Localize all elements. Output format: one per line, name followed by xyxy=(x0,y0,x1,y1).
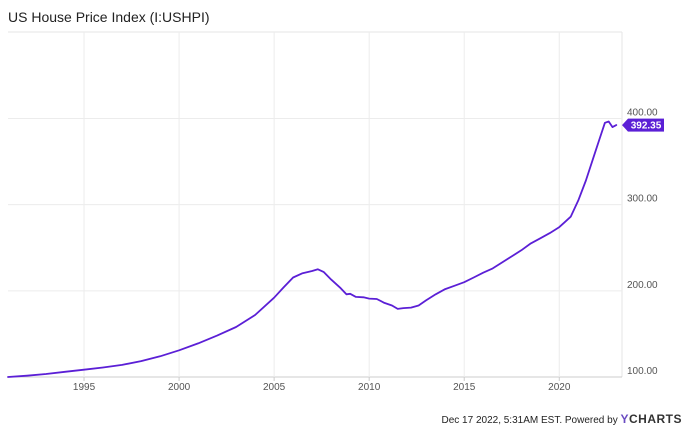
x-axis-ticks: 1995 2000 2005 2010 2015 2020 xyxy=(73,377,571,393)
footer: Dec 17 2022, 5:31AM EST. Powered by YCHA… xyxy=(441,412,682,426)
ycharts-logo-y: Y xyxy=(620,412,629,426)
chart-title: US House Price Index (I:USHPI) xyxy=(8,9,210,25)
x-tick-label: 2000 xyxy=(168,382,191,393)
gridlines xyxy=(8,31,623,378)
x-tick-label: 2005 xyxy=(263,382,286,393)
footer-date: Dec 17 2022, 5:31AM EST. xyxy=(441,415,563,426)
ycharts-logo-text: CHARTS xyxy=(629,412,682,426)
x-tick-label: 2015 xyxy=(453,382,476,393)
y-tick-label: 200.00 xyxy=(627,280,658,291)
series-line xyxy=(7,120,618,378)
y-tick-label: 300.00 xyxy=(627,194,658,205)
y-axis-ticks: 100.00 200.00 300.00 400.00 xyxy=(627,108,658,378)
last-value-marker: 392.35 xyxy=(622,118,664,132)
y-tick-label: 400.00 xyxy=(627,108,658,119)
last-value-box xyxy=(628,118,664,132)
last-value-label: 392.35 xyxy=(631,121,662,132)
ycharts-logo[interactable]: YCHARTS xyxy=(620,412,682,426)
footer-powered: Powered by xyxy=(564,415,618,426)
x-tick-label: 1995 xyxy=(73,382,96,393)
x-tick-label: 2020 xyxy=(548,382,571,393)
last-value-pointer xyxy=(622,118,628,132)
series-lines xyxy=(7,120,618,378)
x-tick-label: 2010 xyxy=(358,382,381,393)
y-tick-label: 100.00 xyxy=(627,366,658,377)
